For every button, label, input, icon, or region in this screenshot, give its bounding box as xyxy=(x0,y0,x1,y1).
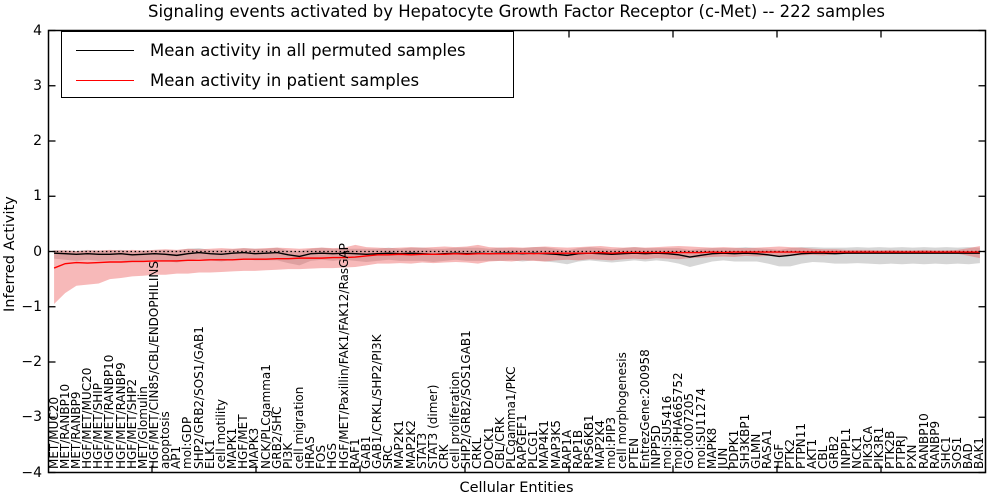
y-tick-label: −4 xyxy=(21,464,42,481)
legend-label: Mean activity in patient samples xyxy=(150,70,420,90)
confidence-band-1 xyxy=(54,244,980,304)
y-tick-label: −2 xyxy=(21,354,42,370)
chart-title: Signaling events activated by Hepatocyte… xyxy=(148,2,885,21)
legend-label: Mean activity in all permuted samples xyxy=(150,40,466,60)
legend-line-sample-black xyxy=(76,49,134,51)
series-line-1 xyxy=(53,251,980,269)
y-tick-label: −3 xyxy=(21,409,42,426)
y-tick-label: 2 xyxy=(33,133,42,149)
legend-item-patient: Mean activity in patient samples xyxy=(62,65,513,95)
x-tick-label: HGF/MET/Paxillin/FAK1/FAK12/RasGAP xyxy=(336,243,351,469)
y-tick-label: 3 xyxy=(33,77,42,94)
x-tick-label: BAK1 xyxy=(972,437,987,469)
y-tick-label: 0 xyxy=(33,243,42,260)
plot-frame xyxy=(47,29,987,474)
legend-line-sample-red xyxy=(76,79,134,81)
legend-item-permuted: Mean activity in all permuted samples xyxy=(62,35,513,65)
y-tick-label: −1 xyxy=(21,298,42,315)
y-tick-label: 1 xyxy=(33,188,42,205)
legend: Mean activity in all permuted samples Me… xyxy=(61,31,514,98)
x-axis-label: Cellular Entities xyxy=(459,480,574,496)
y-tick-label: 4 xyxy=(33,22,42,39)
